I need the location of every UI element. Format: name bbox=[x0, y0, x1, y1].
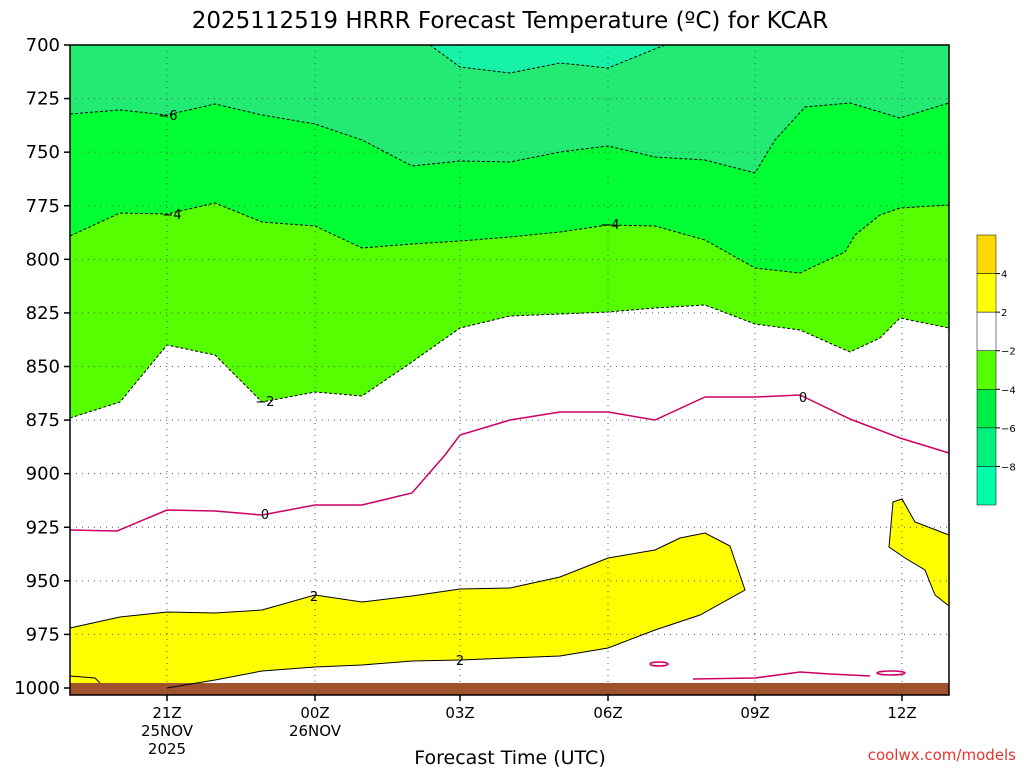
contour-zero-island-right bbox=[876, 670, 906, 676]
contour-label: 2 bbox=[456, 654, 464, 669]
band-plus2-right bbox=[889, 499, 949, 606]
band-below-minus8 bbox=[430, 45, 665, 73]
y-tick-label: 1000 bbox=[14, 678, 60, 699]
contour-zero bbox=[69, 394, 950, 532]
x-tick-sublabel: 25NOV bbox=[141, 722, 194, 740]
contour-plus2-right bbox=[888, 498, 950, 607]
y-tick-label: 950 bbox=[26, 571, 60, 592]
x-tick-label: 06Z bbox=[593, 704, 622, 722]
ground-surface bbox=[70, 683, 949, 695]
x-tick-label: 21Z bbox=[152, 704, 181, 722]
y-tick-label: 925 bbox=[26, 517, 60, 538]
band-minus6-to-minus8 bbox=[70, 45, 949, 173]
x-tick-sublabel: 26NOV bbox=[289, 722, 342, 740]
y-tick-label: 725 bbox=[26, 89, 60, 110]
plot-area: −6 −4 −4 −2 0 0 2 2 bbox=[69, 44, 950, 695]
x-tick-label: 03Z bbox=[445, 704, 474, 722]
contour-label: −2 bbox=[255, 395, 274, 410]
legend-tick-label: −8 bbox=[1001, 462, 1016, 473]
x-tick-label: 09Z bbox=[740, 704, 769, 722]
color-legend: 4 2 −2 −4 −6 −8 bbox=[976, 234, 1016, 506]
contour-plus2-left-stub bbox=[69, 675, 101, 684]
contour-label: −6 bbox=[158, 109, 177, 124]
y-tick-label: 700 bbox=[26, 35, 60, 56]
legend-swatch bbox=[976, 350, 997, 390]
y-axis: 700 725 750 775 800 825 850 875 900 925 950 975 1000 bbox=[14, 35, 70, 699]
legend-tick-label: −2 bbox=[1001, 347, 1016, 358]
legend-swatch bbox=[976, 427, 997, 467]
y-tick-label: 800 bbox=[26, 249, 60, 270]
credit-text: coolwx.com/models bbox=[868, 746, 1016, 764]
contour-label: 2 bbox=[310, 590, 318, 605]
plot-frame bbox=[69, 44, 950, 696]
contour-label: −4 bbox=[162, 208, 181, 223]
x-tick-sublabel: 2025 bbox=[148, 740, 186, 758]
contour-minus8 bbox=[429, 44, 666, 74]
contour-minus4 bbox=[69, 202, 950, 274]
contour-minus2 bbox=[69, 304, 950, 419]
y-tick-label: 975 bbox=[26, 624, 60, 645]
x-tick-label: 00Z bbox=[300, 704, 329, 722]
legend-tick-label: 4 bbox=[1001, 270, 1007, 281]
contour-label: 0 bbox=[799, 391, 807, 406]
legend-swatch bbox=[976, 389, 997, 429]
y-tick-label: 850 bbox=[26, 357, 60, 378]
x-axis-label: Forecast Time (UTC) bbox=[414, 747, 605, 768]
legend-tick-label: −4 bbox=[1001, 385, 1016, 396]
y-tick-label: 900 bbox=[26, 464, 60, 485]
contour-label: 0 bbox=[261, 508, 269, 523]
legend-tick-label: 2 bbox=[1001, 308, 1007, 319]
legend-swatch bbox=[976, 466, 997, 506]
y-tick-label: 825 bbox=[26, 303, 60, 324]
contour-plus2 bbox=[69, 532, 746, 689]
legend-swatch bbox=[976, 234, 997, 274]
legend-tick-label: −6 bbox=[1001, 424, 1016, 435]
y-tick-label: 750 bbox=[26, 142, 60, 163]
contour-zero-island bbox=[649, 661, 669, 667]
band-plus2-main bbox=[70, 533, 745, 688]
contour-zero-surface bbox=[692, 671, 871, 680]
x-tick-label: 12Z bbox=[887, 704, 916, 722]
grid bbox=[70, 45, 949, 695]
contour-label: −4 bbox=[600, 218, 619, 233]
chart-title: 2025112519 HRRR Forecast Temperature (ºC… bbox=[192, 8, 829, 34]
y-tick-label: 875 bbox=[26, 410, 60, 431]
legend-swatch bbox=[976, 311, 997, 351]
y-tick-label: 775 bbox=[26, 196, 60, 217]
legend-swatch bbox=[976, 273, 997, 313]
